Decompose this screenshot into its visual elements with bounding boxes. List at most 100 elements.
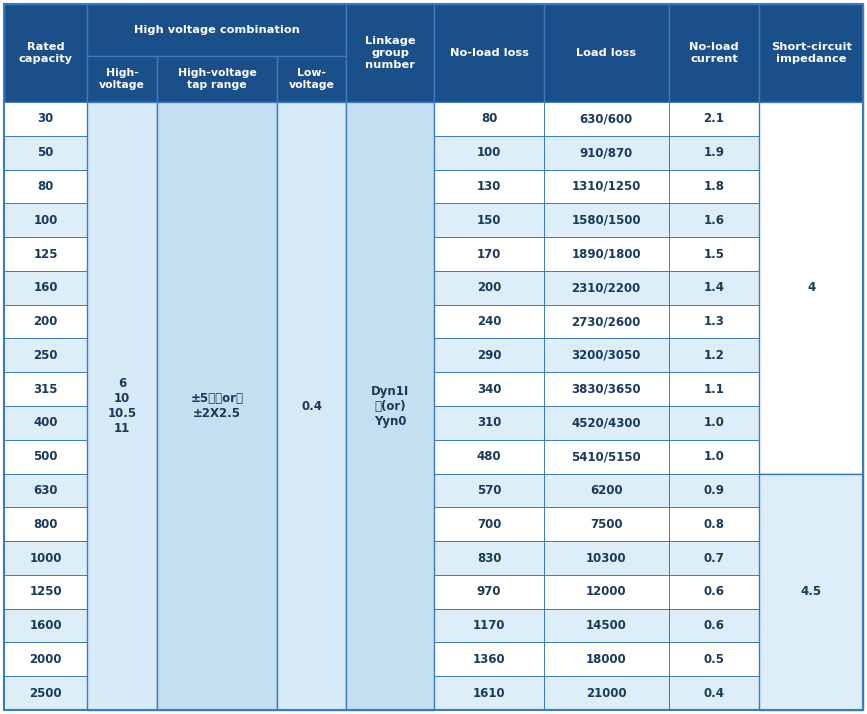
Text: 500: 500 (34, 450, 58, 463)
Text: 2.1: 2.1 (703, 112, 725, 126)
Text: High-voltage
tap range: High-voltage tap range (178, 69, 257, 90)
Text: 1.4: 1.4 (703, 281, 725, 294)
Bar (668, 440, 759, 473)
Bar (759, 102, 863, 473)
Text: 5410/5150: 5410/5150 (571, 450, 641, 463)
Text: 6
10
10.5
11: 6 10 10.5 11 (108, 377, 137, 435)
Bar (544, 372, 668, 406)
Bar (544, 305, 668, 338)
Text: 1.0: 1.0 (703, 450, 725, 463)
Text: 1.3: 1.3 (703, 315, 725, 328)
Bar (668, 305, 759, 338)
Bar (544, 271, 668, 305)
Bar (668, 575, 759, 608)
Bar (544, 4, 668, 102)
Text: Rated
capacity: Rated capacity (19, 42, 73, 64)
Text: 200: 200 (477, 281, 501, 294)
Bar (544, 608, 668, 643)
Text: No-load
current: No-load current (689, 42, 739, 64)
Bar (4, 102, 88, 136)
Bar (434, 541, 544, 575)
Text: 1.8: 1.8 (703, 180, 725, 193)
Text: 4: 4 (807, 281, 815, 294)
Text: 630/600: 630/600 (579, 112, 633, 126)
Bar (544, 676, 668, 710)
Text: High-
voltage: High- voltage (99, 69, 145, 90)
Text: 1600: 1600 (29, 619, 62, 632)
Bar (544, 440, 668, 473)
Bar (434, 102, 544, 136)
Text: 2000: 2000 (29, 653, 62, 666)
Bar (434, 473, 544, 508)
Text: 3200/3050: 3200/3050 (571, 349, 641, 362)
Bar (277, 102, 347, 710)
Bar (4, 237, 88, 271)
Text: 2310/2200: 2310/2200 (571, 281, 641, 294)
Text: Short-circuit
impedance: Short-circuit impedance (771, 42, 851, 64)
Bar (434, 169, 544, 203)
Bar (4, 508, 88, 541)
Text: 4.5: 4.5 (800, 585, 822, 598)
Text: 0.4: 0.4 (703, 687, 725, 700)
Text: 0.7: 0.7 (703, 551, 725, 565)
Text: 21000: 21000 (586, 687, 627, 700)
Bar (544, 338, 668, 372)
Text: 310: 310 (477, 416, 501, 429)
Bar (668, 338, 759, 372)
Bar (4, 203, 88, 237)
Bar (668, 643, 759, 676)
Bar (434, 608, 544, 643)
Text: 1.9: 1.9 (703, 146, 725, 159)
Bar (4, 271, 88, 305)
Bar (544, 203, 668, 237)
Bar (668, 372, 759, 406)
Text: 4520/4300: 4520/4300 (571, 416, 641, 429)
Bar (668, 136, 759, 169)
Text: 1.0: 1.0 (703, 416, 725, 429)
Bar (434, 136, 544, 169)
Text: 700: 700 (477, 518, 501, 531)
Bar (88, 56, 157, 102)
Text: 1890/1800: 1890/1800 (571, 248, 641, 261)
Bar (434, 406, 544, 440)
Bar (347, 102, 434, 710)
Bar (544, 643, 668, 676)
Bar (759, 4, 863, 102)
Text: Load loss: Load loss (577, 48, 636, 58)
Bar (88, 102, 157, 710)
Text: 630: 630 (34, 484, 58, 497)
Bar (4, 643, 88, 676)
Text: 250: 250 (34, 349, 58, 362)
Bar (434, 440, 544, 473)
Text: 160: 160 (34, 281, 58, 294)
Text: 0.4: 0.4 (301, 400, 323, 413)
Bar (434, 305, 544, 338)
Bar (434, 203, 544, 237)
Bar (4, 473, 88, 508)
Text: 1580/1500: 1580/1500 (571, 213, 641, 227)
Bar (4, 575, 88, 608)
Text: 1000: 1000 (29, 551, 62, 565)
Bar (544, 136, 668, 169)
Bar (668, 406, 759, 440)
Text: 0.8: 0.8 (703, 518, 725, 531)
Text: Linkage
group
number: Linkage group number (365, 36, 416, 69)
Bar (4, 608, 88, 643)
Text: 80: 80 (37, 180, 54, 193)
Bar (668, 271, 759, 305)
Bar (668, 203, 759, 237)
Text: 7500: 7500 (590, 518, 623, 531)
Text: 240: 240 (477, 315, 501, 328)
Text: 125: 125 (34, 248, 58, 261)
Bar (4, 372, 88, 406)
Bar (4, 406, 88, 440)
Bar (434, 575, 544, 608)
Text: ±5或（or）
±2X2.5: ±5或（or） ±2X2.5 (191, 392, 244, 420)
Text: 315: 315 (34, 383, 58, 396)
Bar (88, 4, 347, 56)
Text: 6200: 6200 (590, 484, 623, 497)
Text: 1.1: 1.1 (703, 383, 725, 396)
Text: High voltage combination: High voltage combination (134, 25, 300, 35)
Text: 50: 50 (37, 146, 54, 159)
Bar (4, 338, 88, 372)
